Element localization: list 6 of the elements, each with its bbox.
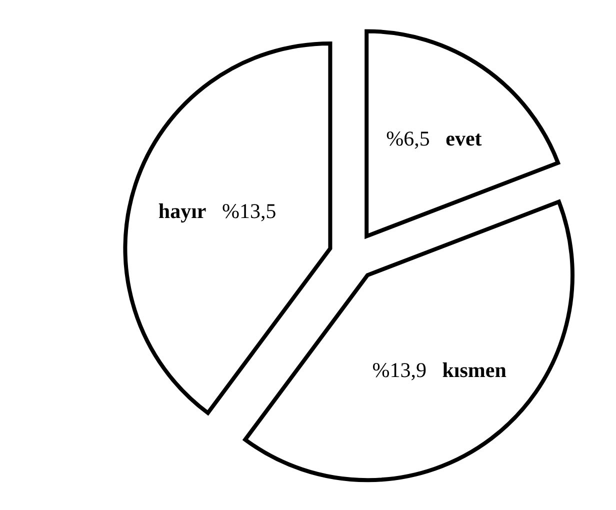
data-label: %13,5 <box>222 199 276 224</box>
data-label: %6,5 <box>386 126 430 150</box>
data-label: %13,9 <box>372 358 426 382</box>
slice-label: hayır <box>158 199 206 224</box>
slice-label: evet <box>446 126 482 150</box>
slice-label: kısmen <box>442 358 507 382</box>
